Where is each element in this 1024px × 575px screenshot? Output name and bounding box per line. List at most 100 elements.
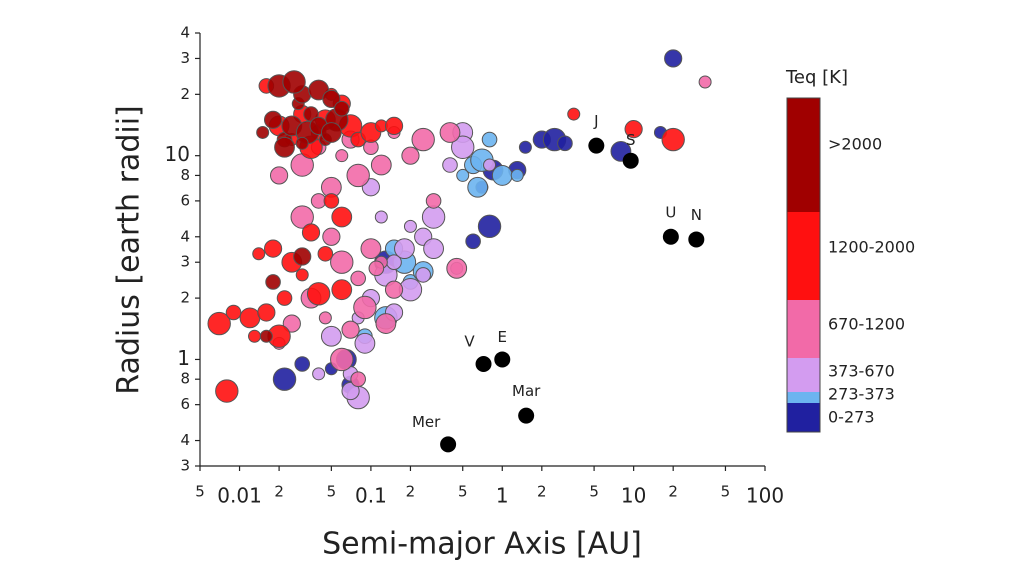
planet-point [403, 219, 417, 233]
planet-point [411, 127, 435, 152]
planet-point [567, 107, 581, 121]
planet-point [318, 311, 332, 325]
planet-point [368, 260, 385, 277]
planet-point [423, 238, 444, 259]
planet-point [661, 127, 685, 152]
solar-planet-label: U [665, 203, 676, 221]
planet-point [425, 193, 442, 209]
planet-point [698, 75, 712, 89]
planet-point [442, 157, 458, 173]
planet-point [322, 227, 341, 246]
y-tick-label: 3 [180, 49, 190, 67]
x-tick-label: 1 [496, 484, 509, 508]
planet-point [375, 313, 397, 334]
planet-point [317, 245, 334, 262]
planet-point [415, 267, 431, 283]
planet-point [252, 247, 266, 261]
planet-point [477, 214, 502, 239]
solar-planet-label: Mer [412, 413, 441, 431]
planet-point [401, 146, 420, 165]
planet-point [239, 307, 261, 329]
y-tick-label: 2 [180, 289, 190, 307]
solar-planet-label: N [691, 206, 702, 224]
x-tick-label: 5 [195, 483, 205, 501]
planet-point [323, 193, 340, 209]
x-tick-label: 5 [721, 483, 731, 501]
planet-point [320, 325, 342, 347]
legend-swatch [787, 300, 820, 358]
planet-point [557, 135, 573, 152]
planet-point [384, 280, 404, 299]
legend-swatch [787, 212, 820, 300]
planet-point [312, 367, 326, 381]
planet-point [294, 356, 311, 372]
planet-point [265, 274, 281, 290]
planet-point [256, 125, 270, 139]
planet-point [483, 158, 497, 172]
planet-point [225, 304, 242, 321]
solar-planet-label: Mar [512, 382, 541, 400]
solar-planet [588, 137, 605, 154]
planet-point [295, 268, 309, 282]
planet-point [439, 122, 461, 143]
planet-point [384, 116, 404, 136]
solar-planet [475, 355, 492, 372]
x-tick-label: 2 [537, 483, 547, 501]
legend-swatch [787, 392, 820, 403]
legend-label: 273-373 [828, 385, 895, 404]
planet-point [360, 238, 382, 259]
planet-point [282, 314, 301, 333]
planet-point [263, 110, 283, 129]
legend-title: Teq [K] [785, 67, 848, 88]
planet-point [446, 257, 468, 279]
planet-point [456, 168, 470, 182]
y-tick-label: 3 [180, 253, 190, 271]
y-tick-label: 8 [180, 166, 190, 184]
planet-point [341, 320, 360, 339]
legend-label: 0-273 [828, 408, 875, 427]
planet-point [331, 206, 353, 228]
planet-point [282, 70, 306, 94]
planet-point [421, 205, 446, 229]
legend-label: 1200-2000 [828, 238, 915, 257]
x-tick-label: 0.01 [217, 484, 262, 508]
planet-point [335, 149, 349, 163]
planet-point [624, 120, 643, 139]
x-axis-title: Semi-major Axis [AU] [322, 527, 642, 562]
planet-point [374, 210, 388, 224]
planet-point [518, 140, 532, 154]
x-tick-label: 5 [327, 483, 337, 501]
planet-point [465, 233, 481, 250]
solar-planet [662, 228, 679, 245]
planet-point [451, 135, 475, 159]
x-tick-label: 5 [589, 483, 599, 501]
x-tick-label: 2 [406, 483, 416, 501]
solar-planet [622, 152, 639, 169]
planet-point [331, 279, 353, 301]
planet-point [320, 122, 342, 143]
planet-point [481, 131, 498, 148]
planet-point [207, 311, 231, 336]
planet-point [330, 250, 354, 274]
planet-point [295, 136, 309, 150]
planet-point [510, 168, 524, 182]
x-tick-label: 2 [274, 483, 284, 501]
y-tick-label: 10 [165, 142, 190, 166]
planet-point [330, 347, 354, 372]
x-tick-label: 10 [621, 484, 646, 508]
planet-point [354, 332, 376, 354]
solar-planet-label: E [498, 328, 507, 346]
y-tick-label: 4 [180, 431, 190, 449]
y-axis-title: Radius [earth radii] [112, 105, 147, 394]
y-tick-label: 4 [180, 227, 190, 245]
legend-swatch [787, 98, 820, 212]
planet-point [350, 371, 366, 388]
planet-point [346, 163, 370, 188]
y-tick-label: 6 [180, 395, 190, 413]
y-tick-label: 3 [180, 457, 190, 475]
solar-planet-label: J [593, 112, 598, 130]
legend-swatch [787, 358, 820, 392]
x-tick-label: 2 [668, 483, 678, 501]
planet-point [259, 329, 273, 343]
